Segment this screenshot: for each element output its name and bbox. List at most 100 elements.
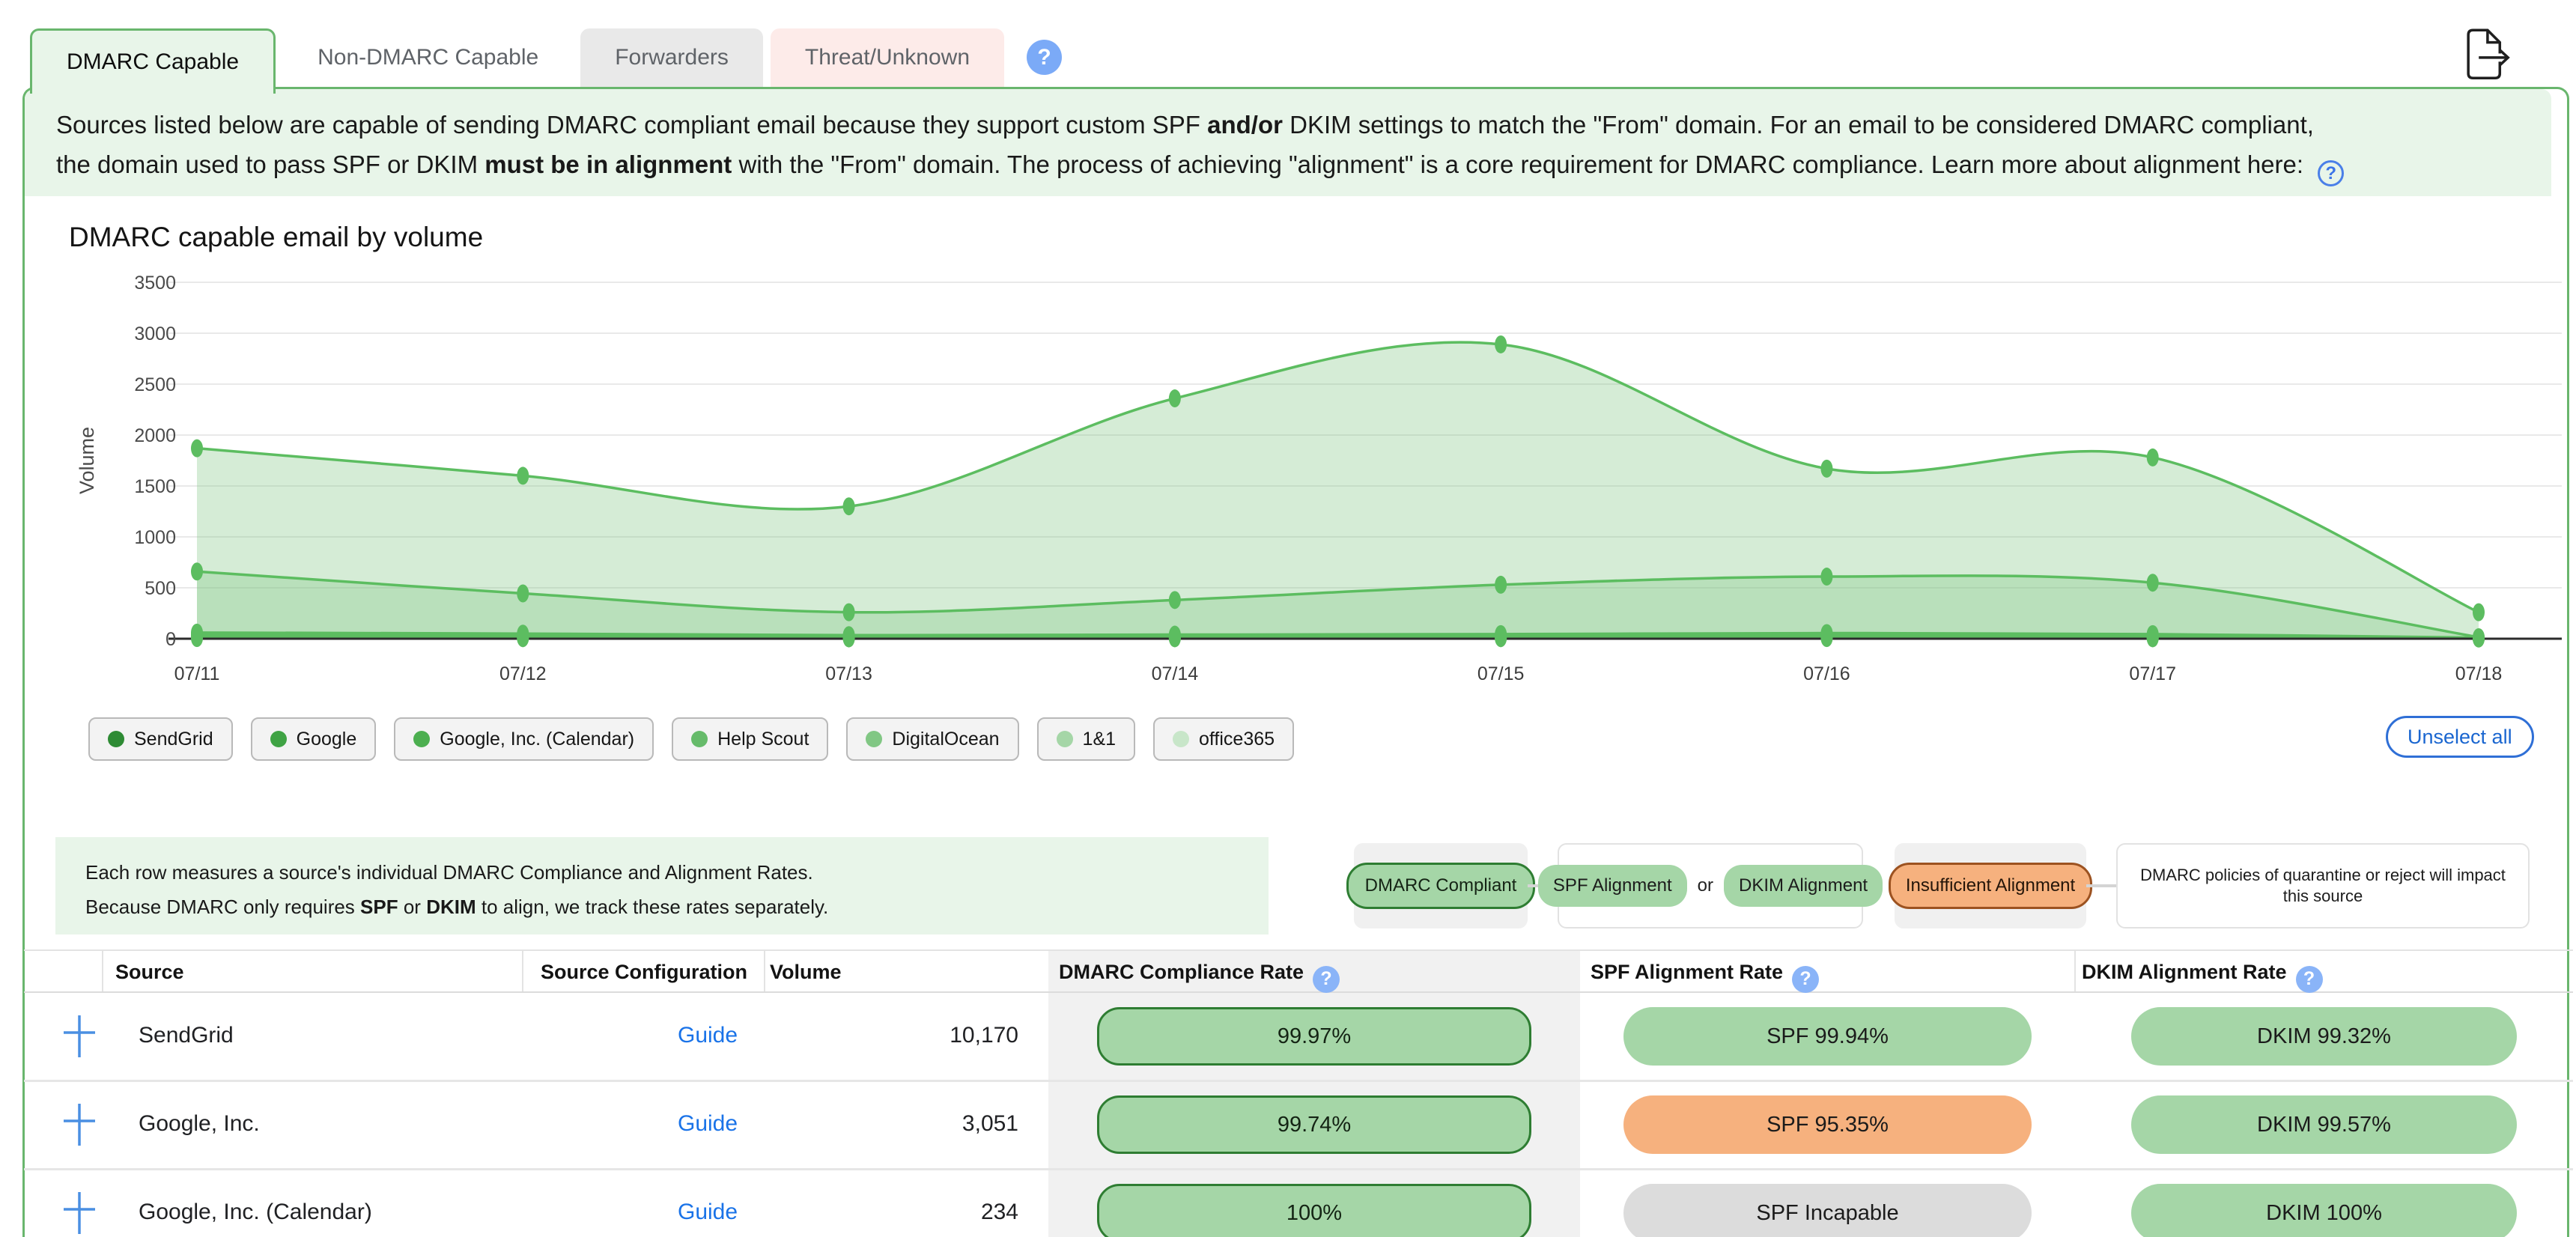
chart-title: DMARC capable email by volume	[69, 222, 484, 252]
legend-chip[interactable]: Google	[250, 717, 377, 761]
legend-chip-label: 1&1	[1082, 728, 1117, 750]
svg-text:Volume: Volume	[76, 427, 98, 494]
legend-chip-label: Help Scout	[717, 728, 809, 750]
dmarc-compliance-pill: 99.97%	[1097, 1007, 1531, 1066]
svg-text:3000: 3000	[134, 323, 176, 344]
insufficient-alignment-badge: Insufficient Alignment	[1888, 863, 2093, 909]
table-row: Google, Inc. (Calendar) Guide 234 100% S…	[24, 1170, 2573, 1237]
unselect-all-button[interactable]: Unselect all	[2386, 716, 2534, 758]
banner-line-1: Sources listed below are capable of send…	[56, 111, 2314, 139]
table-row: Google, Inc. Guide 3,051 99.74% SPF 95.3…	[24, 1081, 2573, 1170]
alignment-help-icon[interactable]: ?	[2318, 160, 2345, 186]
expand-row-icon[interactable]	[62, 1014, 97, 1059]
svg-text:07/12: 07/12	[499, 663, 547, 684]
svg-text:07/18: 07/18	[2455, 663, 2503, 684]
tabs-help-icon[interactable]: ?	[1027, 40, 1063, 75]
intro-banner: Sources listed below are capable of send…	[25, 89, 2551, 196]
legend-chip-label: SendGrid	[134, 728, 213, 750]
legend-chip-label: office365	[1199, 728, 1275, 750]
legend-connector	[2086, 884, 2116, 887]
info-line-2: Because DMARC only requires SPF or DKIM …	[85, 896, 829, 918]
source-guide-link[interactable]: Guide	[678, 1023, 738, 1048]
column-header-dmarc-compliance-rate: DMARC Compliance Rate?	[1059, 961, 1340, 993]
export-icon[interactable]	[2455, 25, 2515, 84]
column-header-spf-alignment-rate: SPF Alignment Rate?	[1591, 961, 1820, 993]
legend-chip[interactable]: SendGrid	[88, 717, 233, 761]
source-guide-link[interactable]: Guide	[678, 1111, 738, 1136]
svg-text:2500: 2500	[134, 374, 176, 395]
tab-threat-unknown[interactable]: Threat/Unknown	[770, 28, 1005, 87]
series-color-dot	[691, 731, 708, 747]
volume-value: 10,170	[950, 1023, 1018, 1048]
column-header-volume: Volume	[770, 961, 842, 983]
dmarc-compliance-pill: 100%	[1097, 1184, 1531, 1237]
policy-note-card: DMARC policies of quarantine or reject w…	[2116, 843, 2530, 928]
column-header-source-configuration: Source Configuration	[541, 961, 747, 983]
dmarc-compliant-legend-card: DMARC Compliant	[1346, 843, 1536, 928]
table-header: Source Source Configuration Volume DMARC…	[24, 949, 2573, 993]
svg-text:07/17: 07/17	[2129, 663, 2176, 684]
column-header-dkim-alignment-rate: DKIM Alignment Rate?	[2082, 961, 2323, 993]
svg-text:07/11: 07/11	[174, 663, 220, 684]
svg-text:500: 500	[145, 578, 176, 599]
svg-text:0: 0	[165, 629, 176, 650]
svg-text:3500: 3500	[134, 273, 176, 294]
dkim-rate-pill: DKIM 99.57%	[2131, 1095, 2517, 1154]
source-name: Google, Inc. (Calendar)	[139, 1200, 372, 1224]
series-color-dot	[270, 731, 287, 747]
legend-chip-label: Google	[296, 728, 357, 750]
source-name: SendGrid	[139, 1023, 234, 1048]
svg-text:1000: 1000	[134, 527, 176, 548]
legend-chip[interactable]: Help Scout	[672, 717, 829, 761]
legend-chip-label: DigitalOcean	[892, 728, 1000, 750]
tab-bar: DMARC Capable Non-DMARC Capable Forwarde…	[30, 28, 1063, 94]
table-info-box: Each row measures a source's individual …	[55, 837, 1269, 934]
alignment-legend-card: SPF Alignment or DKIM Alignment	[1537, 843, 1883, 928]
spf-alignment-badge: SPF Alignment	[1537, 865, 1687, 907]
dmarc-compliant-badge: DMARC Compliant	[1346, 863, 1536, 909]
tab-non-dmarc-capable[interactable]: Non-DMARC Capable	[318, 45, 539, 70]
legend-chip[interactable]: 1&1	[1036, 717, 1136, 761]
legend-chip[interactable]: DigitalOcean	[846, 717, 1019, 761]
volume-value: 234	[980, 1200, 1018, 1224]
spf-rate-pill: SPF Incapable	[1623, 1184, 2032, 1237]
dkim-rate-pill: DKIM 100%	[2131, 1184, 2517, 1237]
or-label: or	[1697, 875, 1714, 896]
source-guide-link[interactable]: Guide	[678, 1200, 738, 1224]
banner-line-2: the domain used to pass SPF or DKIM must…	[56, 145, 2529, 186]
svg-text:07/14: 07/14	[1152, 663, 1199, 684]
spf-rate-help-icon[interactable]: ?	[1792, 965, 1820, 993]
series-color-dot	[1173, 731, 1190, 747]
series-color-dot	[866, 731, 883, 747]
dkim-rate-pill: DKIM 99.32%	[2131, 1007, 2517, 1066]
policy-note-text: DMARC policies of quarantine or reject w…	[2140, 866, 2506, 905]
source-name: Google, Inc.	[139, 1111, 260, 1136]
series-color-dot	[108, 731, 124, 747]
series-color-dot	[413, 731, 431, 747]
insufficient-legend-card: Insufficient Alignment	[1888, 843, 2093, 928]
series-legend: SendGrid Google Google, Inc. (Calendar) Hel…	[88, 717, 1295, 761]
spf-rate-pill: SPF 99.94%	[1623, 1007, 2032, 1066]
series-color-dot	[1056, 731, 1073, 747]
svg-text:07/15: 07/15	[1477, 663, 1525, 684]
legend-chip[interactable]: office365	[1153, 717, 1295, 761]
dkim-alignment-badge: DKIM Alignment	[1724, 865, 1883, 907]
volume-area-chart: 0 500 1000 1500 2000 2500 3000 3500 Volume 07/11 0…	[76, 273, 2562, 684]
column-header-source: Source	[115, 961, 184, 983]
svg-text:07/13: 07/13	[825, 663, 872, 684]
svg-text:1500: 1500	[134, 476, 176, 497]
volume-value: 3,051	[962, 1111, 1018, 1136]
spf-rate-pill: SPF 95.35%	[1623, 1095, 2032, 1154]
legend-chip-label: Google, Inc. (Calendar)	[440, 728, 635, 750]
svg-text:2000: 2000	[134, 425, 176, 446]
table-row: SendGrid Guide 10,170 99.97% SPF 99.94% …	[24, 993, 2573, 1082]
tab-dmarc-capable[interactable]: DMARC Capable	[30, 28, 276, 94]
dmarc-rate-help-icon[interactable]: ?	[1313, 965, 1340, 993]
dkim-rate-help-icon[interactable]: ?	[2295, 965, 2323, 993]
tab-forwarders[interactable]: Forwarders	[580, 28, 763, 87]
expand-row-icon[interactable]	[62, 1191, 97, 1236]
svg-text:07/16: 07/16	[1803, 663, 1850, 684]
expand-row-icon[interactable]	[62, 1102, 97, 1147]
legend-chip[interactable]: Google, Inc. (Calendar)	[394, 717, 654, 761]
